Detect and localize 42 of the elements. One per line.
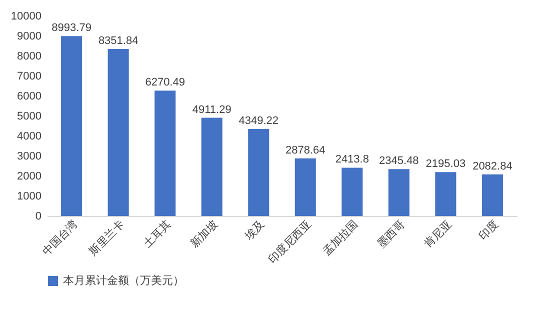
data-label: 2413.8	[335, 154, 369, 166]
y-tick-label: 3000	[17, 150, 42, 162]
bar	[435, 172, 456, 216]
x-tick-label: 孟加拉国	[320, 218, 361, 258]
bar	[154, 90, 176, 216]
x-tick-label: 新加坡	[188, 218, 220, 250]
data-label: 4349.22	[238, 115, 278, 128]
bar	[294, 158, 316, 216]
x-tick-label: 土耳其	[141, 218, 174, 250]
y-tick-label: 5000	[17, 110, 42, 122]
x-tick-label: 印度	[476, 218, 501, 243]
x-tick-label: 中国台湾	[40, 218, 80, 258]
y-tick-label: 4000	[17, 130, 42, 142]
data-label: 2082.84	[472, 160, 512, 172]
x-tick-label: 斯里兰卡	[86, 218, 127, 258]
y-tick-label: 1000	[17, 190, 42, 202]
data-label: 2878.64	[286, 144, 326, 156]
bar	[108, 48, 129, 216]
y-tick-label: 7000	[17, 70, 42, 82]
y-tick-label: 10000	[10, 10, 42, 22]
y-tick-label: 2000	[17, 170, 42, 182]
data-label: 8993.79	[52, 22, 92, 34]
y-tick-label: 0	[35, 210, 42, 222]
bar	[482, 174, 503, 216]
bar	[248, 129, 270, 216]
x-tick-label: 墨西哥	[376, 218, 408, 250]
data-label: 6270.49	[145, 76, 185, 89]
data-label: 2195.03	[426, 158, 466, 170]
bar	[342, 168, 363, 216]
data-label: 4911.29	[192, 104, 232, 116]
data-label: 8351.84	[98, 34, 138, 47]
x-tick-label: 埃及	[242, 218, 268, 244]
x-tick-label: 印度尼西亚	[266, 218, 314, 266]
data-label: 2345.48	[379, 155, 419, 168]
y-tick-label: 9000	[17, 30, 42, 42]
x-tick-label: 肯尼亚	[422, 218, 454, 250]
y-tick-label: 6000	[17, 90, 42, 102]
bar	[201, 118, 222, 216]
y-tick-label: 8000	[17, 50, 42, 62]
bar	[388, 169, 410, 216]
bar	[61, 36, 82, 216]
legend-label: 本月累计金额（万美元）	[63, 274, 184, 287]
